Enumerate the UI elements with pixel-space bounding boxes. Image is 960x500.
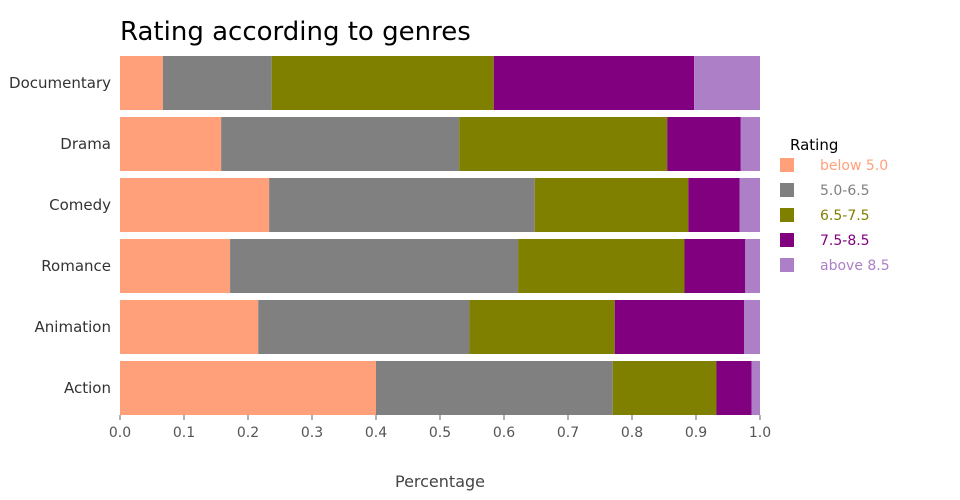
bar-romance-series-4 xyxy=(745,239,760,293)
x-tick-label: 0.6 xyxy=(493,425,515,441)
legend-label: below 5.0 xyxy=(820,158,888,174)
bar-documentary-series-0 xyxy=(120,56,163,110)
bar-action-series-3 xyxy=(716,361,752,415)
x-tick-label: 0.9 xyxy=(685,425,707,441)
bar-animation-series-4 xyxy=(744,300,760,354)
bar-drama-series-4 xyxy=(740,117,760,171)
legend-label: 7.5-8.5 xyxy=(820,233,870,249)
bars-group xyxy=(120,56,760,415)
x-tick-label: 1.0 xyxy=(749,425,771,441)
bar-documentary-series-2 xyxy=(271,56,494,110)
bar-action-series-4 xyxy=(751,361,760,415)
category-label: Romance xyxy=(41,257,111,275)
legend: Rating below 5.0 5.0-6.5 6.5-7.5 7.5-8.5 abo… xyxy=(780,136,890,274)
bar-drama-series-2 xyxy=(459,117,668,171)
bar-action-series-1 xyxy=(376,361,613,415)
category-label: Action xyxy=(64,379,111,397)
category-label: Documentary xyxy=(9,74,111,92)
x-tick-label: 0.0 xyxy=(109,425,131,441)
x-tick-label: 0.4 xyxy=(365,425,387,441)
legend-swatch xyxy=(780,183,794,197)
bar-action-series-2 xyxy=(612,361,717,415)
x-tick-label: 0.7 xyxy=(557,425,579,441)
legend-label: above 8.5 xyxy=(820,258,890,274)
x-axis: 0.0 0.1 0.2 0.3 0.4 0.5 0.6 0.7 0.8 0.9 1.0 xyxy=(109,415,771,441)
x-tick-label: 0.1 xyxy=(173,425,195,441)
legend-swatch xyxy=(780,258,794,272)
bar-documentary-series-3 xyxy=(493,56,695,110)
bar-comedy-series-2 xyxy=(534,178,689,232)
x-tick-label: 0.8 xyxy=(621,425,643,441)
bar-romance-series-1 xyxy=(230,239,519,293)
legend-swatch xyxy=(780,208,794,222)
category-label: Animation xyxy=(35,318,111,336)
category-label: Comedy xyxy=(49,196,111,214)
x-tick-label: 0.5 xyxy=(429,425,451,441)
legend-label: 5.0-6.5 xyxy=(820,183,870,199)
bar-drama-series-1 xyxy=(221,117,460,171)
legend-swatch xyxy=(780,233,794,247)
bar-romance-series-3 xyxy=(684,239,746,293)
bar-comedy-series-3 xyxy=(688,178,740,232)
legend-title: Rating xyxy=(790,136,838,154)
bar-animation-series-2 xyxy=(469,300,615,354)
bar-documentary-series-1 xyxy=(162,56,272,110)
bar-romance-series-0 xyxy=(120,239,231,293)
x-tick-label: 0.2 xyxy=(237,425,259,441)
bar-comedy-series-0 xyxy=(120,178,270,232)
bar-animation-series-3 xyxy=(614,300,744,354)
bar-romance-series-2 xyxy=(518,239,685,293)
bar-animation-series-1 xyxy=(258,300,470,354)
bar-documentary-series-4 xyxy=(694,56,760,110)
legend-label: 6.5-7.5 xyxy=(820,208,870,224)
category-label: Drama xyxy=(60,135,111,153)
bar-comedy-series-4 xyxy=(739,178,760,232)
bar-drama-series-0 xyxy=(120,117,222,171)
bar-drama-series-3 xyxy=(667,117,741,171)
x-axis-title: Percentage xyxy=(395,472,485,491)
legend-swatch xyxy=(780,158,794,172)
bar-action-series-0 xyxy=(120,361,376,415)
x-tick-label: 0.3 xyxy=(301,425,323,441)
bar-comedy-series-1 xyxy=(269,178,535,232)
chart-title: Rating according to genres xyxy=(120,17,471,47)
bar-animation-series-0 xyxy=(120,300,259,354)
category-labels: Documentary Drama Comedy Romance Animation Ac… xyxy=(9,74,111,397)
